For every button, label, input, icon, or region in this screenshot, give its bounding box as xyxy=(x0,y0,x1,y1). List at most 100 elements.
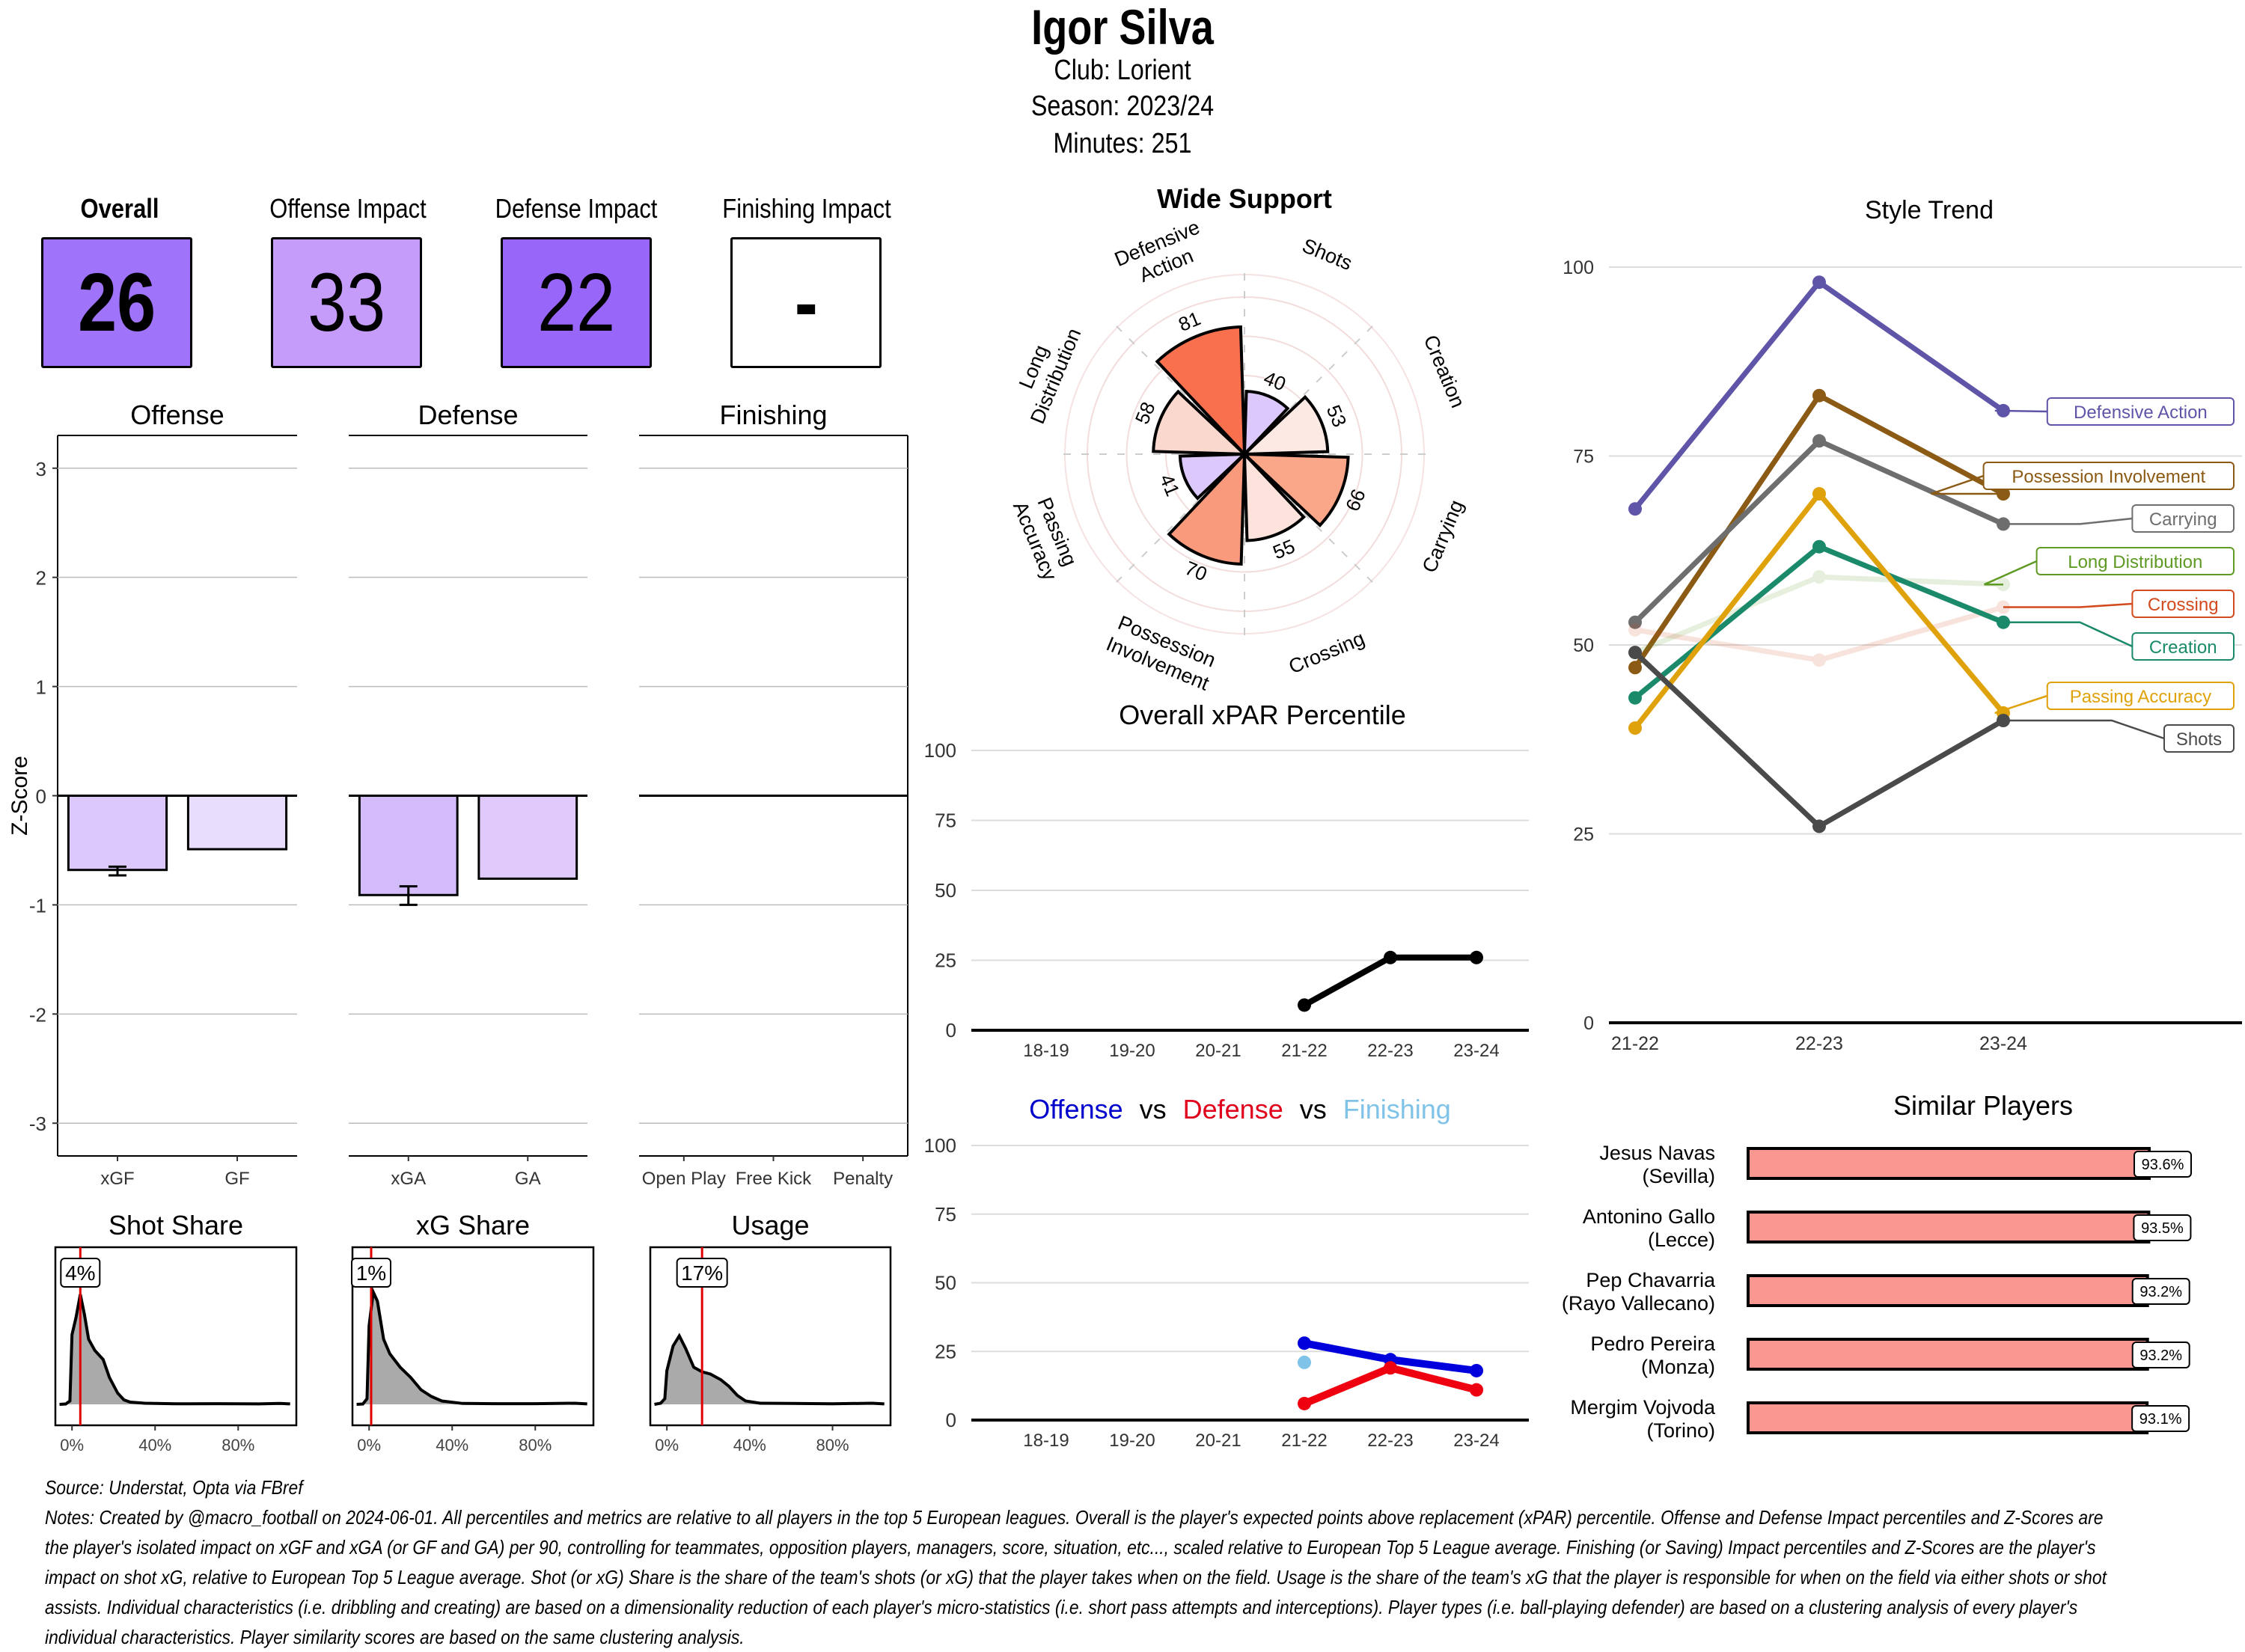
series-line xyxy=(1634,574,2004,655)
y-tick-label: -3 xyxy=(29,1113,46,1135)
x-tick-label: 0% xyxy=(655,1436,679,1454)
label-leader xyxy=(1994,409,2047,413)
player-club: (Lecce) xyxy=(1648,1229,1715,1251)
chart-title: Offense vs Defense vs Finishing xyxy=(1029,1094,1451,1125)
y-tick-label: 1 xyxy=(36,676,46,699)
radar-value-label: 40 xyxy=(1260,367,1289,396)
series-label-box xyxy=(2131,632,2235,661)
radar-value-label: 41 xyxy=(1155,471,1185,499)
footer-notes: Source: Understat, Opta via FBref Notes:… xyxy=(45,1472,2218,1652)
data-point xyxy=(1628,721,1642,735)
y-tick-label: 3 xyxy=(36,458,46,480)
facet-finishing: Finishing Open Play Free Kick Penalty xyxy=(639,400,908,1189)
similar-player-row: Pedro Pereira(Monza) 93.2% xyxy=(1590,1333,2190,1378)
radar-wedge-shots xyxy=(1242,389,1290,459)
series-line xyxy=(1633,650,2005,829)
value-label: 4% xyxy=(65,1261,95,1285)
radar-wedge-crossing xyxy=(1242,450,1307,542)
radar-category-label: PossessionInvolvement xyxy=(1103,611,1222,695)
x-tick-label: 80% xyxy=(519,1436,552,1454)
data-point xyxy=(1470,1383,1483,1397)
chart-title: Similar Players xyxy=(1893,1090,2073,1121)
density-area xyxy=(356,1292,587,1404)
data-point xyxy=(1812,434,1826,448)
notes-line: assists. Individual characteristics (i.e… xyxy=(45,1596,2078,1618)
y-tick-label: 50 xyxy=(935,879,956,902)
series-line xyxy=(1303,954,1476,1008)
card-finishing: - xyxy=(730,237,882,368)
title-part: vs xyxy=(1300,1094,1327,1125)
x-tick-label: xGA xyxy=(391,1169,426,1189)
similar-player-row: Mergim Vojvoda(Torino) 93.1% xyxy=(1570,1396,2190,1442)
facet-offense: Offense xGF GF xyxy=(58,400,297,1189)
panel-border xyxy=(54,1246,298,1427)
density-line xyxy=(654,1333,885,1406)
x-tick-label: 19-20 xyxy=(1109,1431,1155,1451)
club-line: Club: Lorient xyxy=(1054,55,1191,86)
source-text: Source: Understat, Opta via FBref xyxy=(45,1476,303,1499)
radar-category-label: Shots xyxy=(1299,234,1355,275)
panel-border xyxy=(649,1246,892,1427)
card-value-offense: 33 xyxy=(307,257,385,349)
facet-defense: Defense xGA GA xyxy=(349,400,587,1189)
notes-line: the player's isolated impact on xGF and … xyxy=(45,1536,2096,1558)
series-label: Creation xyxy=(2149,637,2217,658)
similarity-label-box xyxy=(2131,1405,2190,1432)
player-club: (Monza) xyxy=(1641,1356,1715,1378)
card-value-defense: 22 xyxy=(537,257,615,349)
data-point xyxy=(1812,388,1826,403)
series-shots xyxy=(1628,646,2010,833)
radar-wedge-defensive-action xyxy=(1155,325,1247,459)
radar-category-label: Crossing xyxy=(1286,627,1368,678)
x-tick-label: 40% xyxy=(138,1436,171,1454)
y-tick-label: -1 xyxy=(29,894,46,917)
series-label: Possession Involvement xyxy=(2012,467,2205,487)
similarity-label: 93.5% xyxy=(2141,1220,2184,1237)
similar-player-row: Antonino Gallo(Lecce) 93.5% xyxy=(1583,1205,2192,1251)
bar-ga xyxy=(477,795,578,880)
y-tick-label: 25 xyxy=(935,949,956,972)
label-leader xyxy=(1984,560,2038,586)
similarity-bar xyxy=(1747,1147,2151,1180)
similarity-bar xyxy=(1747,1338,2149,1371)
similarity-bar xyxy=(1747,1401,2149,1434)
similarity-label: 93.2% xyxy=(2139,1347,2182,1364)
series-defense xyxy=(1298,1361,1483,1410)
similarity-label: 93.2% xyxy=(2139,1284,2182,1300)
y-tick-label: 75 xyxy=(935,1203,956,1226)
similarity-label-box xyxy=(2131,1278,2190,1305)
player-club: (Torino) xyxy=(1646,1419,1715,1442)
label-leader xyxy=(2003,719,2165,740)
x-tick-label: 22-23 xyxy=(1367,1041,1413,1061)
notes-line: individual characteristics. Player simil… xyxy=(45,1626,745,1648)
label-leader xyxy=(1931,474,2003,495)
data-point xyxy=(1628,622,1642,637)
y-tick-label: 25 xyxy=(935,1340,956,1362)
series-finishing xyxy=(1298,1355,1311,1369)
card-value-finishing: - xyxy=(794,257,818,349)
x-tick-label: 22-23 xyxy=(1367,1431,1413,1451)
bar-xgf xyxy=(67,795,168,872)
data-point xyxy=(1812,819,1826,833)
x-tick-label: 80% xyxy=(816,1436,849,1454)
offense-defense-finishing-chart: Offense vs Defense vs Finishing 0 25 50 75 100 18-… xyxy=(924,1094,1529,1451)
data-point xyxy=(1628,615,1642,629)
similarity-label-box xyxy=(2133,1214,2192,1241)
radar-category-label: Creation xyxy=(1420,332,1470,412)
radar-category-label: LongDistribution xyxy=(1004,316,1086,427)
player-club: (Sevilla) xyxy=(1642,1165,1715,1187)
x-tick-label: Free Kick xyxy=(736,1169,812,1189)
y-tick-label: -2 xyxy=(29,1003,46,1026)
player-name: Pedro Pereira xyxy=(1590,1333,1716,1355)
x-tick-label: GA xyxy=(515,1169,541,1189)
title-part: vs xyxy=(1140,1094,1167,1125)
radar-value-label: 66 xyxy=(1341,486,1370,514)
series-long-distribution xyxy=(1628,570,2010,660)
player-name: Igor Silva xyxy=(1031,0,1214,55)
radial-gridline xyxy=(1165,375,1324,533)
y-tick-label: 100 xyxy=(924,1134,956,1157)
label-leader xyxy=(2003,517,2133,525)
series-label: Long Distribution xyxy=(2068,552,2202,572)
data-point xyxy=(1812,275,1826,290)
